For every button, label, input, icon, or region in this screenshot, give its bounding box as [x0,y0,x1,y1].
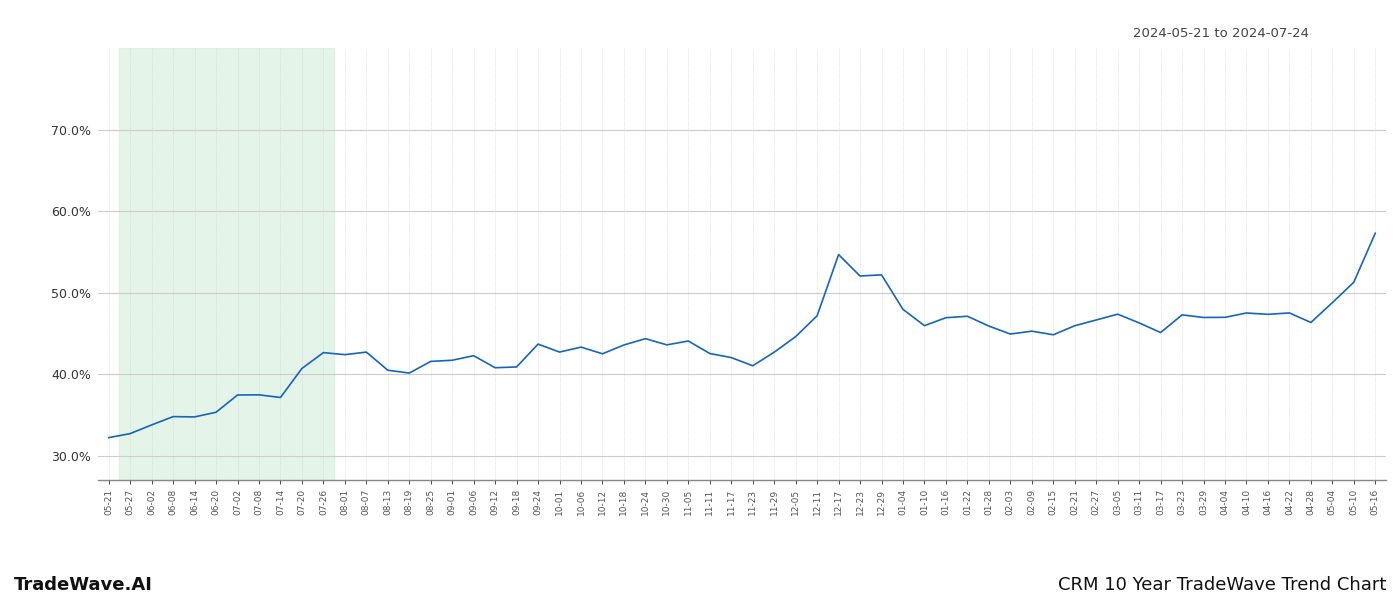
Text: 2024-05-21 to 2024-07-24: 2024-05-21 to 2024-07-24 [1133,27,1309,40]
Text: CRM 10 Year TradeWave Trend Chart: CRM 10 Year TradeWave Trend Chart [1057,576,1386,594]
Text: TradeWave.AI: TradeWave.AI [14,576,153,594]
Bar [119,48,335,480]
